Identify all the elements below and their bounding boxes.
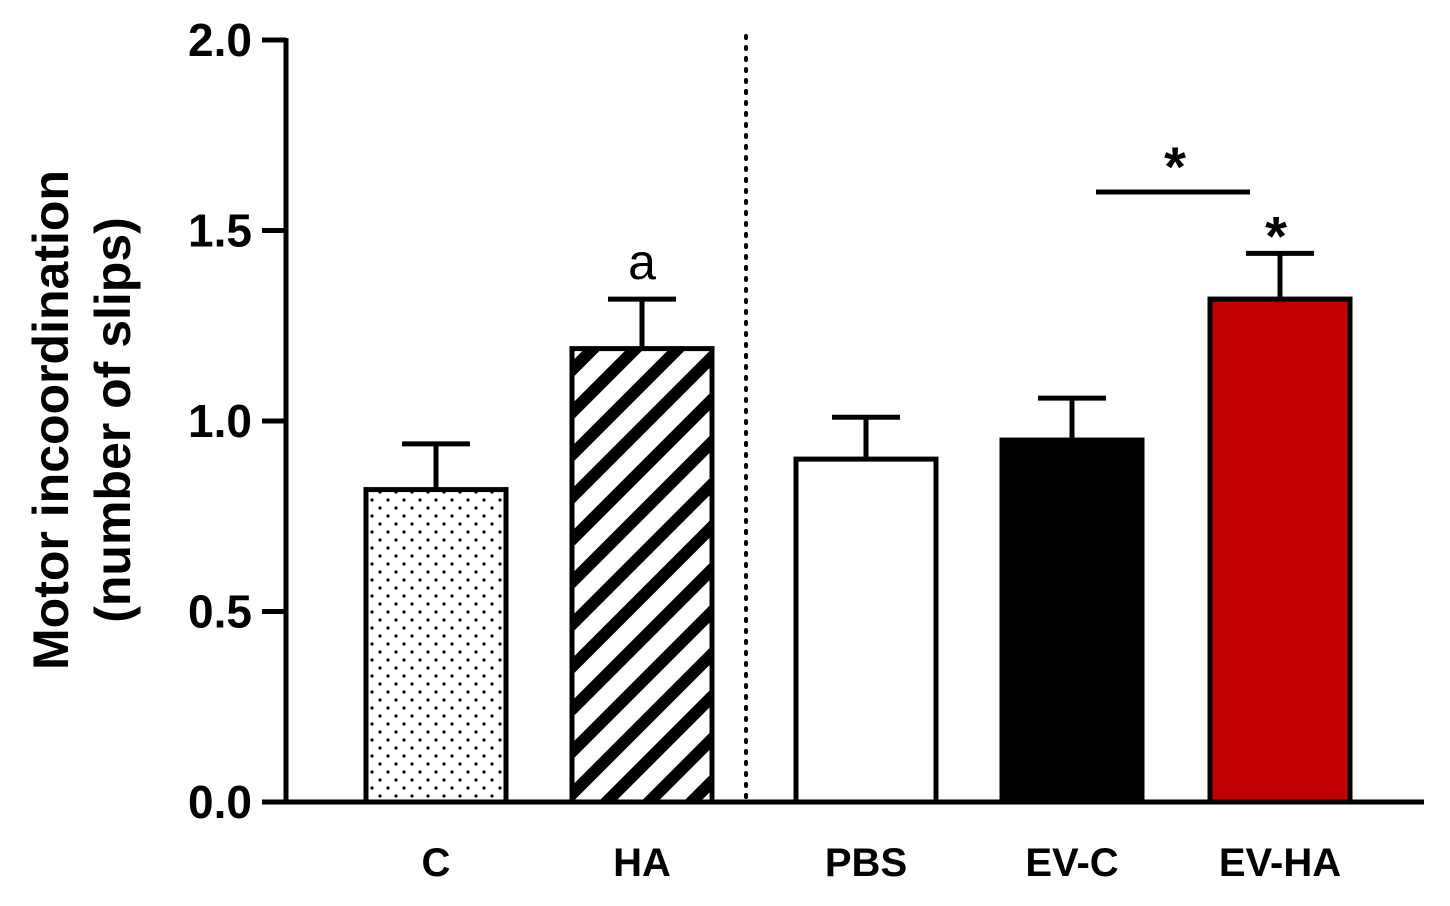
y-tick-label: 0.0 — [188, 776, 252, 828]
bar-pbs — [793, 456, 939, 805]
annotations: a * * — [628, 135, 1287, 290]
bar-ev-ha — [1207, 296, 1353, 805]
y-axis-label-line1: Motor incoordination — [23, 170, 79, 670]
bar-ev-c — [999, 437, 1145, 805]
y-axis-label-line2: (number of slips) — [85, 217, 141, 623]
y-tick-label: 0.5 — [188, 586, 252, 638]
bar-c — [363, 487, 509, 805]
category-label: EV-C — [1025, 841, 1118, 885]
category-label: EV-HA — [1219, 841, 1341, 885]
category-label: C — [422, 841, 451, 885]
y-tick-label: 1.0 — [188, 395, 252, 447]
y-tick-label: 1.5 — [188, 205, 252, 257]
category-label: PBS — [825, 841, 907, 885]
bar-ha — [569, 346, 715, 805]
significance-letter: a — [628, 234, 656, 290]
category-label: HA — [613, 841, 671, 885]
bars — [363, 250, 1353, 805]
y-ticks: 0.0 0.5 1.0 1.5 2.0 — [188, 14, 286, 828]
bracket-star: * — [1164, 135, 1186, 198]
category-labels: C HA PBS EV-C EV-HA — [422, 841, 1342, 885]
significance-star: * — [1265, 204, 1287, 267]
y-axis-label: Motor incoordination (number of slips) — [23, 170, 141, 670]
y-tick-label: 2.0 — [188, 14, 252, 66]
